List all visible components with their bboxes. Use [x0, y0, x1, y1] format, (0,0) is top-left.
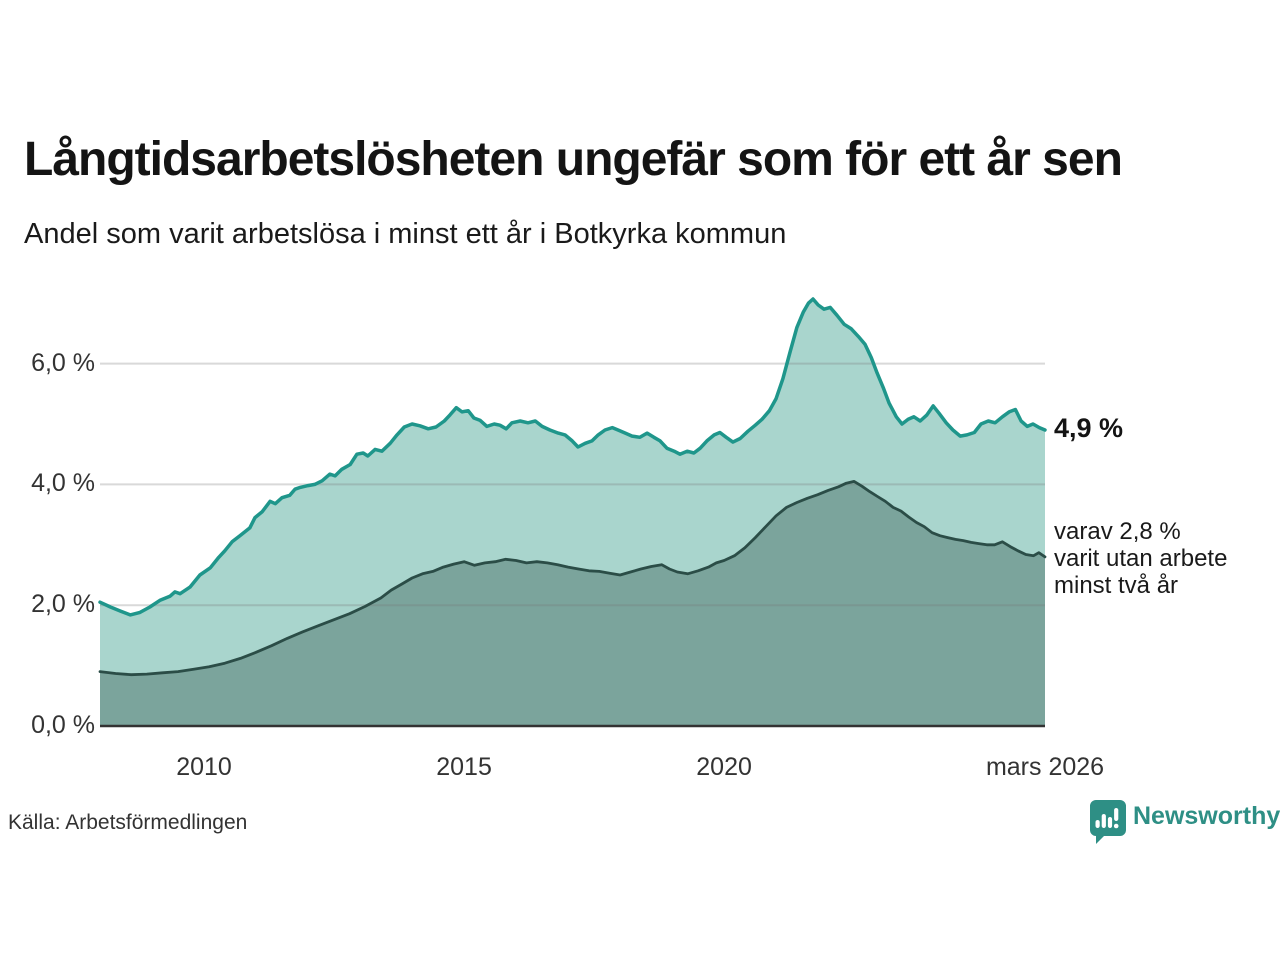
newsworthy-logo-icon	[1090, 800, 1126, 844]
x-tick-label: 2015	[436, 753, 492, 781]
source-attribution: Källa: Arbetsförmedlingen	[8, 811, 248, 834]
newsworthy-logo-text: Newsworthy	[1133, 802, 1280, 830]
y-tick-label: 6,0 %	[31, 348, 95, 377]
gridlines	[100, 362, 1045, 607]
latest-value-label: 4,9 %	[1054, 413, 1124, 443]
line-unemployed-two-years	[98, 480, 1047, 677]
secondary-annotation-line2: varit utan arbete	[1054, 545, 1228, 572]
y-tick-label: 2,0 %	[31, 590, 95, 619]
secondary-annotation-line1: varav 2,8 %	[1054, 518, 1181, 545]
chart-title: Långtidsarbetslösheten ungefär som för e…	[24, 133, 1123, 186]
chart-subtitle: Andel som varit arbetslösa i minst ett å…	[24, 218, 787, 250]
newsworthy-logo: Newsworthy	[1088, 799, 1280, 845]
secondary-value-annotation: varav 2,8 % varit utan arbete minst två …	[1054, 518, 1227, 599]
secondary-annotation-line3: minst två år	[1054, 572, 1179, 599]
x-tick-label: mars 2026	[985, 753, 1105, 781]
line-unemployed-one-year	[98, 297, 1047, 617]
x-tick-label: 2020	[696, 753, 752, 781]
y-tick-label: 4,0 %	[31, 469, 95, 498]
y-tick-label: 0,0 %	[31, 711, 95, 739]
x-tick-label: 2010	[176, 753, 232, 781]
area-unemployed-two-years	[100, 481, 1045, 726]
